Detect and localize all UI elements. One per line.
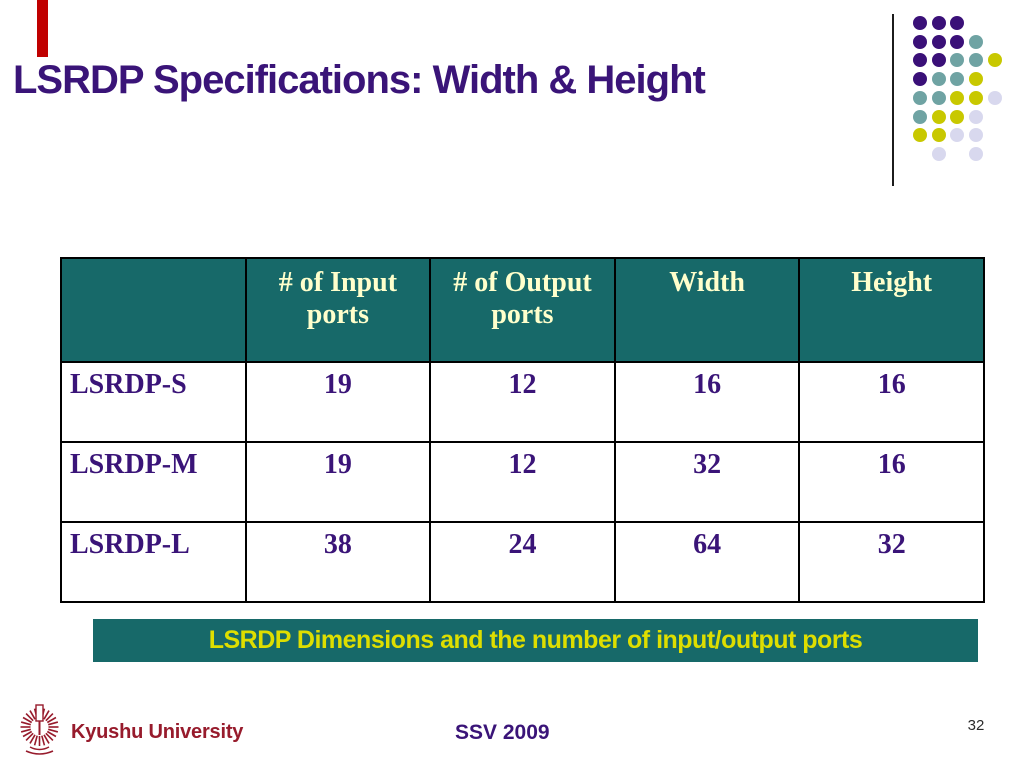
kyushu-university-logo-icon xyxy=(20,704,59,755)
caption-text: LSRDP Dimensions and the number of input… xyxy=(208,626,863,654)
dot xyxy=(950,16,965,30)
table-header-height: Height xyxy=(798,257,985,363)
cell-height: 16 xyxy=(798,441,985,523)
page-number: 32 xyxy=(967,717,985,734)
dot xyxy=(931,53,946,68)
dot xyxy=(913,109,927,124)
cell-width: 32 xyxy=(613,441,801,523)
dot xyxy=(931,34,946,49)
dot xyxy=(987,90,1002,105)
cell-input-ports: 38 xyxy=(244,521,432,603)
vertical-rule xyxy=(892,14,894,186)
cell-width: 16 xyxy=(613,361,801,443)
cell-height: 32 xyxy=(798,521,985,603)
table-header-row: # of Input ports # of Output ports Width… xyxy=(60,257,985,363)
dot xyxy=(950,90,965,105)
dot xyxy=(969,128,984,143)
dot xyxy=(931,128,946,143)
cell-width: 64 xyxy=(613,521,801,603)
dot xyxy=(969,72,984,87)
dot xyxy=(913,34,927,49)
dot xyxy=(913,72,927,87)
dot xyxy=(969,109,984,124)
dot xyxy=(913,53,927,68)
dot xyxy=(950,53,965,68)
dot xyxy=(950,34,965,49)
dot xyxy=(950,128,965,143)
dot xyxy=(931,16,946,30)
table-row: LSRDP-S 19 12 16 16 xyxy=(60,361,985,443)
organization-name: Kyushu University xyxy=(71,721,244,743)
table-header-input-ports: # of Input ports xyxy=(244,257,432,363)
dot xyxy=(969,90,984,105)
row-label: LSRDP-L xyxy=(60,521,247,603)
dot xyxy=(913,90,927,105)
cell-output-ports: 12 xyxy=(429,361,616,443)
dot xyxy=(931,72,946,87)
slide-title: LSRDP Specifications: Width & Height xyxy=(13,58,706,102)
table-row: LSRDP-L 38 24 64 32 xyxy=(60,521,985,603)
dot xyxy=(969,146,984,161)
dot xyxy=(931,109,946,124)
table-row: LSRDP-M 19 12 32 16 xyxy=(60,441,985,523)
dot xyxy=(931,90,946,105)
red-accent-bar xyxy=(37,0,48,57)
caption-banner: LSRDP Dimensions and the number of input… xyxy=(93,619,978,662)
dot xyxy=(950,109,965,124)
cell-output-ports: 12 xyxy=(429,441,616,523)
row-label: LSRDP-S xyxy=(60,361,247,443)
cell-height: 16 xyxy=(798,361,985,443)
dot xyxy=(969,34,984,49)
dot xyxy=(931,146,946,161)
table-header-output-ports: # of Output ports xyxy=(429,257,616,363)
row-label: LSRDP-M xyxy=(60,441,247,523)
spec-table: # of Input ports # of Output ports Width… xyxy=(60,257,985,603)
dot xyxy=(913,128,927,143)
table-header-width: Width xyxy=(613,257,801,363)
dot xyxy=(987,53,1002,68)
cell-input-ports: 19 xyxy=(244,361,432,443)
table-header-empty xyxy=(60,257,247,363)
conference-label: SSV 2009 xyxy=(455,721,550,744)
cell-input-ports: 19 xyxy=(244,441,432,523)
dot xyxy=(969,53,984,68)
cell-output-ports: 24 xyxy=(429,521,616,603)
dot xyxy=(913,16,927,30)
dot xyxy=(950,72,965,87)
